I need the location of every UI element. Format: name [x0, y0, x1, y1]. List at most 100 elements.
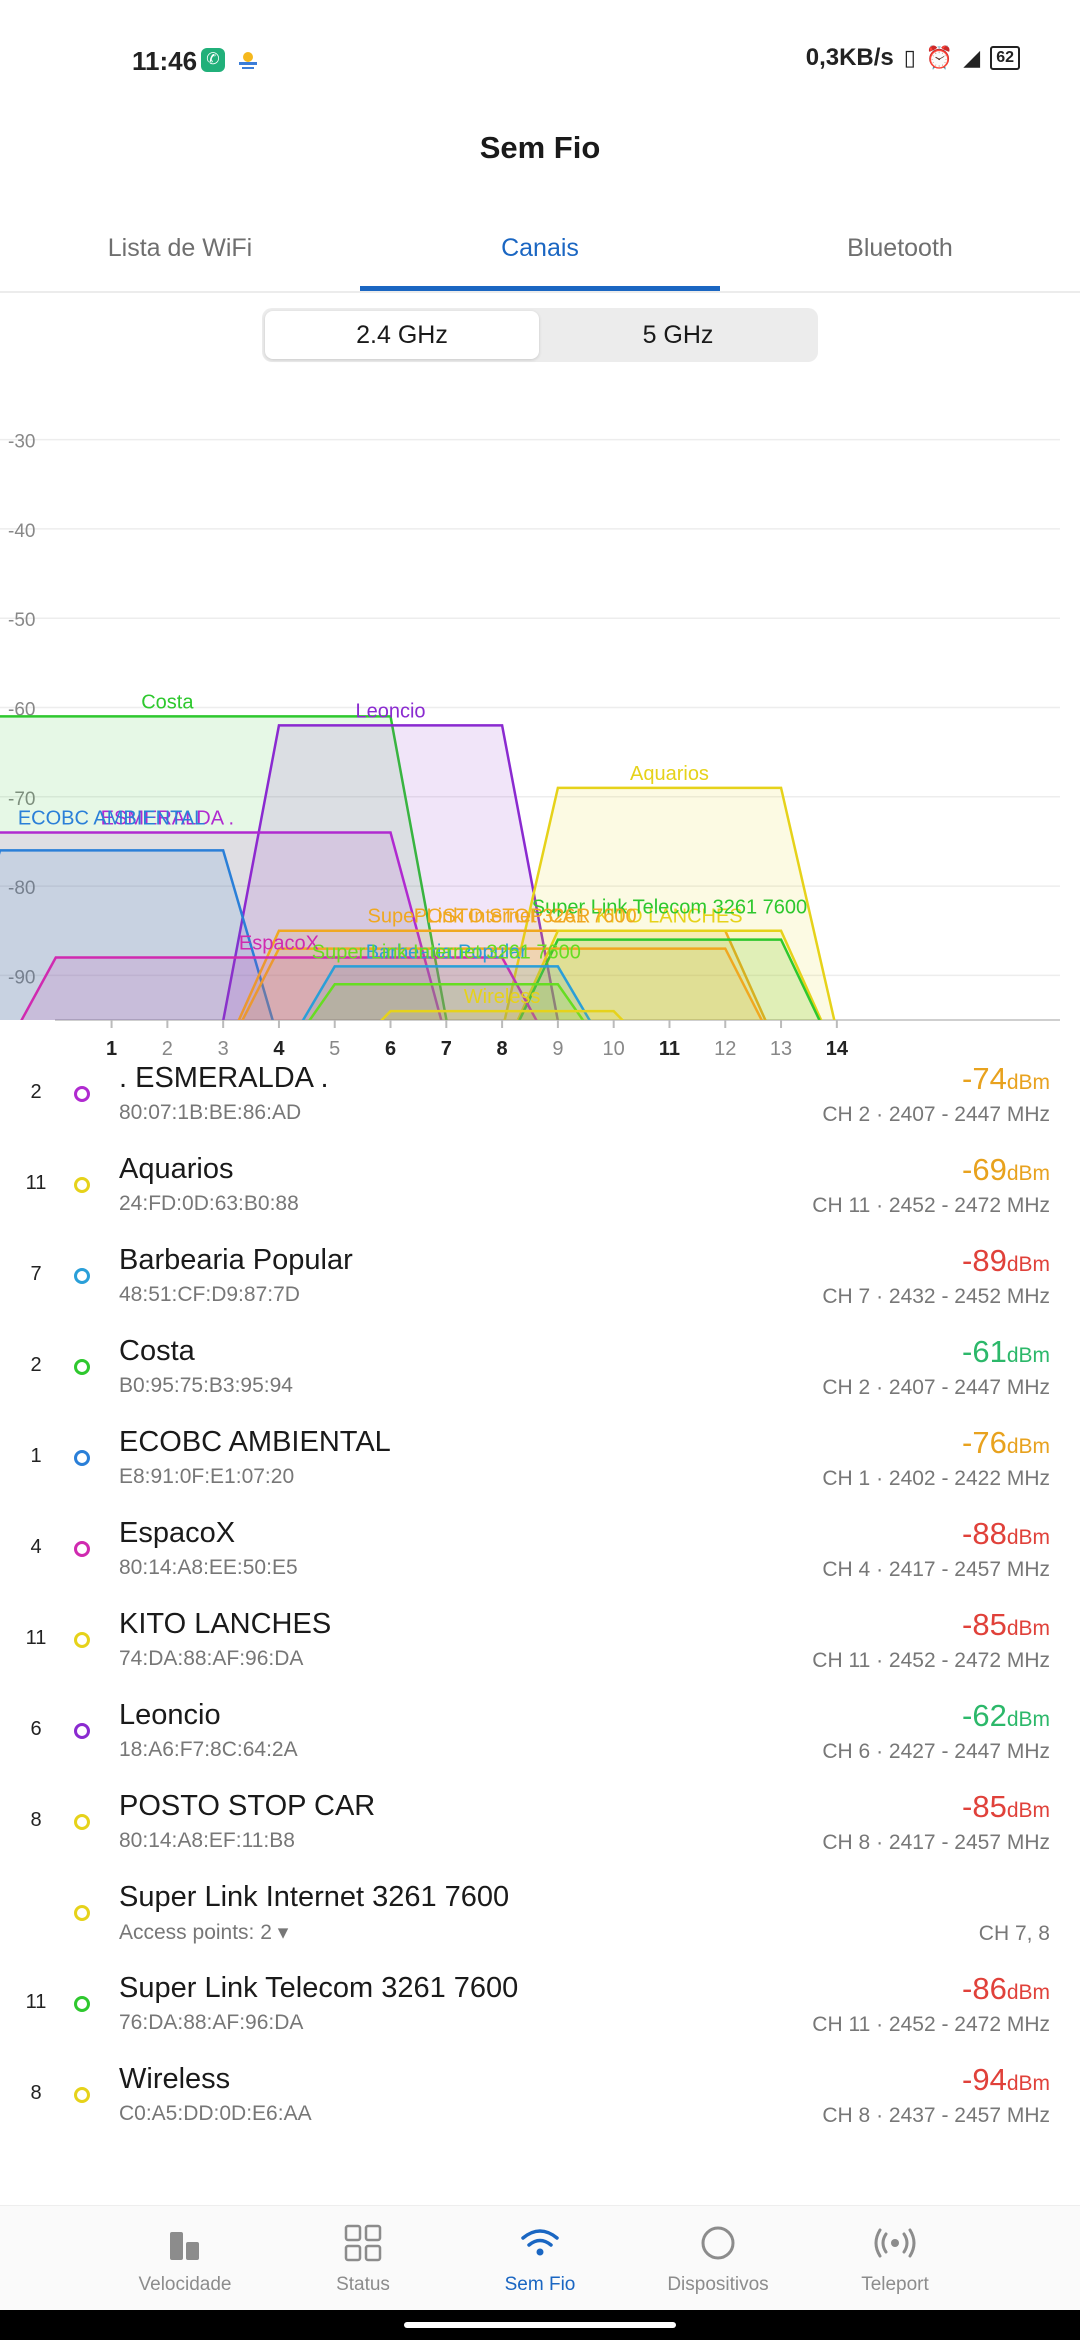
x-tick-label: 6: [385, 1038, 396, 1055]
network-row[interactable]: 11 Super Link Telecom 3261 7600 76:DA:88:A…: [0, 1963, 1080, 2054]
network-row[interactable]: 6 Leoncio 18:A6:F7:8C:64:2A -62dBm CH 6 · 24…: [0, 1690, 1080, 1781]
network-color-dot: [74, 1268, 90, 1284]
network-row[interactable]: 4 EspacoX 80:14:A8:EE:50:E5 -88dBm CH 4 · 24…: [0, 1508, 1080, 1599]
tab-bar: Lista de WiFi Canais Bluetooth: [0, 215, 1080, 293]
network-channel: 4: [30, 1536, 42, 1558]
x-tick-label: 7: [441, 1038, 452, 1055]
tab-wifi-list[interactable]: Lista de WiFi: [107, 234, 253, 262]
network-name: . ESMERALDA .: [119, 1062, 329, 1094]
network-area: [380, 1009, 625, 1020]
network-channel-info: CH 7 · 2432 - 2452 MHz: [822, 1285, 1050, 1308]
network-signal-unit: dBm: [1006, 1708, 1050, 1731]
battery-icon: 62: [990, 46, 1020, 70]
network-signal-value: -61: [962, 1334, 1007, 1369]
network-channel: 2: [30, 1081, 42, 1103]
gesture-handle[interactable]: [404, 2322, 676, 2328]
y-tick-label: -30: [8, 432, 35, 453]
network-mac: 48:51:CF:D9:87:7D: [119, 1283, 300, 1306]
nav-dispositivos[interactable]: Dispositivos: [638, 2218, 798, 2296]
network-mac: E8:91:0F:E1:07:20: [119, 1465, 295, 1488]
network-signal-value: -86: [962, 1971, 1007, 2006]
network-row[interactable]: 8 Wireless C0:A5:DD:0D:E6:AA -94dBm CH 8 · 2…: [0, 2054, 1080, 2145]
network-channel-info: CH 8 · 2417 - 2457 MHz: [822, 1831, 1050, 1854]
weather-icon: [239, 52, 257, 69]
network-mac: B0:95:75:B3:95:94: [119, 1374, 293, 1397]
network-channel-info: CH 11 · 2452 - 2472 MHz: [812, 2013, 1050, 2036]
network-name: ECOBC AMBIENTAL: [119, 1426, 391, 1458]
series-label: Costa: [141, 691, 194, 713]
network-row[interactable]: 2 . ESMERALDA . 80:07:1B:BE:86:AD -74dBm CH …: [0, 1053, 1080, 1144]
network-area: [0, 715, 448, 1020]
channel-chart: -30-40-50-60-70-80-901 2 3 4 5 6 7 8 9 10 11 12 13 14…: [0, 432, 1060, 1055]
nav-teleport[interactable]: Teleport: [815, 2218, 975, 2296]
network-signal: -61dBm: [962, 1334, 1050, 1370]
network-signal-value: -62: [962, 1698, 1007, 1733]
network-channel-info: CH 7, 8: [978, 1922, 1050, 1945]
nav-status[interactable]: Status: [283, 2218, 443, 2296]
network-signal: -62dBm: [962, 1698, 1050, 1734]
signal-icon: ◢: [963, 45, 981, 70]
network-row[interactable]: 1 ECOBC AMBIENTAL E8:91:0F:E1:07:20 -76dBm C…: [0, 1417, 1080, 1508]
series-label: ESMERALDA .: [101, 808, 234, 830]
network-row[interactable]: 11 Aquarios 24:FD:0D:63:B0:88 -69dBm CH 11 ·…: [0, 1144, 1080, 1235]
network-row[interactable]: 11 KITO LANCHES 74:DA:88:AF:96:DA -85dBm CH …: [0, 1599, 1080, 1690]
network-signal: -69dBm: [962, 1152, 1050, 1188]
network-color-dot: [74, 1996, 90, 2012]
network-name: KITO LANCHES: [119, 1608, 332, 1640]
network-signal-value: -94: [962, 2062, 1007, 2097]
band-selector: 2.4 GHz 5 GHz: [262, 308, 818, 362]
network-mac: 76:DA:88:AF:96:DA: [119, 2011, 304, 2034]
series-label: Aquarios: [630, 763, 709, 785]
network-row[interactable]: 7 Barbearia Popular 48:51:CF:D9:87:7D -89dB…: [0, 1235, 1080, 1326]
nav-sem-fio[interactable]: Sem Fio: [460, 2218, 620, 2296]
network-row[interactable]: 2 Costa B0:95:75:B3:95:94 -61dBm CH 2 · 2407…: [0, 1326, 1080, 1417]
network-channel: 11: [25, 1991, 47, 2013]
x-tick-label: 13: [770, 1038, 792, 1055]
network-channel-info: CH 1 · 2402 - 2422 MHz: [822, 1467, 1050, 1490]
x-tick-label: 9: [552, 1038, 563, 1055]
network-name: Leoncio: [119, 1699, 221, 1731]
network-mac: 24:FD:0D:63:B0:88: [119, 1192, 299, 1215]
series-label: Barbearia Popular: [366, 941, 528, 963]
band-5ghz-button[interactable]: 5 GHz: [642, 321, 714, 349]
network-row[interactable]: Super Link Internet 3261 7600 Access poin…: [0, 1872, 1080, 1963]
network-color-dot: [74, 1450, 90, 1466]
network-name: Costa: [119, 1335, 195, 1367]
circle-icon: [701, 2226, 735, 2260]
network-channel-info: CH 2 · 2407 - 2447 MHz: [822, 1103, 1050, 1126]
network-area: [518, 938, 821, 1020]
tab-channels[interactable]: Canais: [501, 234, 579, 262]
series-label: Super Link Internet 3261 7600: [368, 906, 637, 928]
y-tick-label: -80: [8, 878, 35, 899]
network-name: Aquarios: [119, 1153, 234, 1185]
series-label: Super Link Internet 3261 7600: [312, 941, 581, 963]
network-signal: -85dBm: [962, 1789, 1050, 1825]
speed-bars-icon: [170, 2232, 199, 2260]
network-signal-unit: dBm: [1006, 1435, 1050, 1458]
network-signal-unit: dBm: [1006, 1344, 1050, 1367]
wifi-icon: [521, 2229, 559, 2256]
y-tick-label: -40: [8, 521, 35, 542]
network-signal-unit: dBm: [1006, 2072, 1050, 2095]
network-channel: 8: [30, 2082, 42, 2104]
band-24ghz-button[interactable]: 2.4 GHz: [265, 311, 539, 359]
x-tick-label: 3: [218, 1038, 229, 1055]
network-channel-info: CH 4 · 2417 - 2457 MHz: [822, 1558, 1050, 1581]
network-color-dot: [74, 2087, 90, 2103]
page-title: Sem Fio: [479, 130, 601, 165]
network-color-dot: [74, 1086, 90, 1102]
network-area: [20, 956, 538, 1020]
network-row[interactable]: 8 POSTO STOP CAR 80:14:A8:EF:11:B8 -85dBm CH…: [0, 1781, 1080, 1872]
network-color-dot: [74, 1723, 90, 1739]
network-color-dot: [74, 1905, 90, 1921]
network-mac: 80:14:A8:EE:50:E5: [119, 1556, 298, 1579]
network-signal-unit: dBm: [1006, 1162, 1050, 1185]
y-tick-label: -50: [8, 610, 35, 631]
x-tick-label: 14: [826, 1038, 849, 1055]
nav-velocidade[interactable]: Velocidade: [105, 2218, 265, 2296]
network-signal: -89dBm: [962, 1243, 1050, 1279]
network-channel: 1: [30, 1445, 42, 1467]
network-mac: 80:07:1B:BE:86:AD: [119, 1101, 302, 1124]
tab-bluetooth[interactable]: Bluetooth: [847, 234, 953, 262]
series-label: KITO LANCHES: [596, 906, 742, 928]
